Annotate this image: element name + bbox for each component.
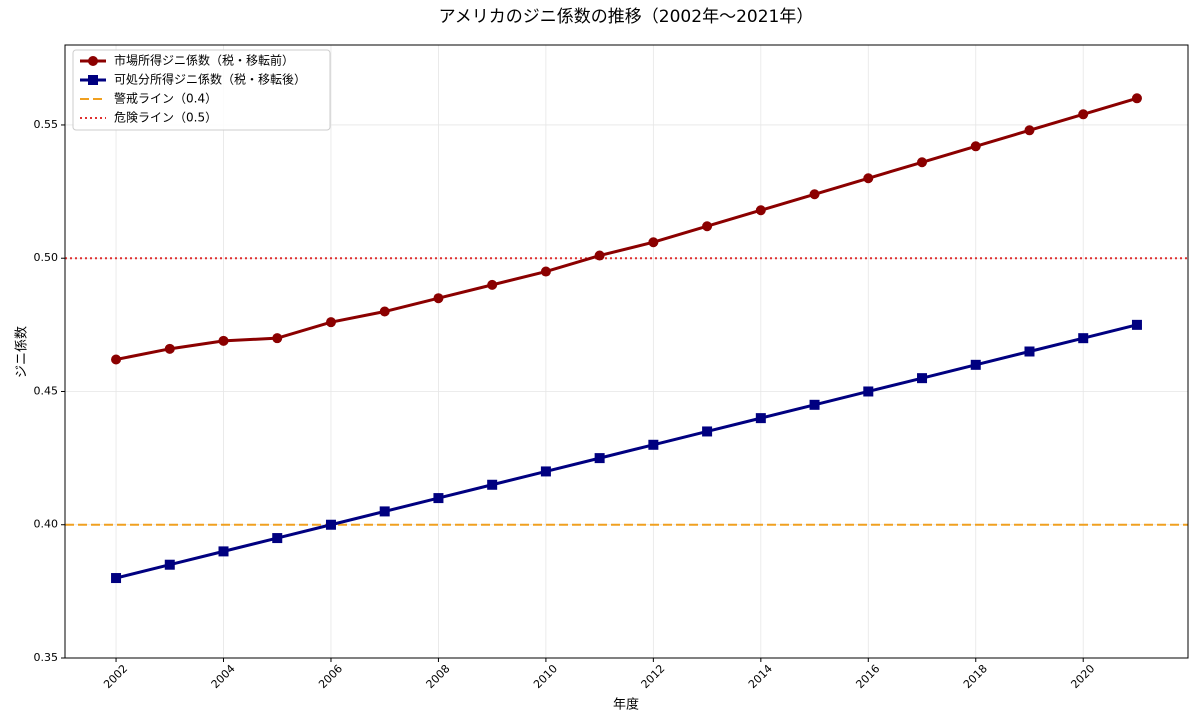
series-line: [115, 323, 1138, 580]
marker: [648, 237, 659, 248]
marker: [702, 426, 713, 437]
y-tick-label: 0.45: [34, 384, 59, 397]
marker: [272, 533, 283, 544]
marker: [218, 335, 229, 346]
x-tick-label: 2008: [424, 662, 453, 691]
marker: [755, 205, 766, 216]
marker: [487, 279, 498, 290]
marker: [218, 546, 229, 557]
x-axis-label: 年度: [613, 697, 639, 713]
legend-label: 可処分所得ジニ係数（税・移転後）: [114, 72, 306, 87]
marker: [594, 250, 605, 261]
marker: [540, 266, 551, 277]
legend-label: 警戒ライン（0.4）: [114, 91, 217, 106]
x-tick-label: 2014: [746, 662, 775, 691]
y-tick-label: 0.35: [34, 651, 59, 664]
marker: [325, 519, 336, 530]
legend-marker: [88, 56, 98, 66]
marker: [433, 293, 444, 304]
marker: [702, 221, 713, 232]
chart-title: アメリカのジニ係数の推移（2002年〜2021年）: [439, 7, 814, 27]
legend-label: 危険ライン（0.5）: [114, 111, 217, 125]
x-tick-label: 2020: [1068, 662, 1097, 691]
x-tick-label: 2016: [853, 662, 882, 691]
y-tick-label: 0.55: [34, 118, 59, 131]
marker: [1024, 346, 1035, 357]
marker: [1078, 109, 1089, 120]
series-line: [115, 96, 1138, 361]
legend-box: [72, 49, 331, 131]
marker: [648, 439, 659, 450]
marker: [325, 317, 336, 328]
y-tick-label: 0.40: [34, 518, 59, 531]
marker: [1024, 125, 1035, 136]
marker: [379, 506, 390, 517]
marker: [433, 493, 444, 504]
marker: [917, 157, 928, 168]
x-tick-label: 2010: [531, 662, 560, 691]
marker: [164, 343, 175, 354]
marker: [594, 453, 605, 464]
marker: [164, 559, 175, 570]
legend-label: 市場所得ジニ係数（税・移転前）: [114, 53, 294, 68]
marker: [863, 386, 874, 397]
x-tick-label: 2018: [961, 662, 990, 691]
marker: [379, 306, 390, 317]
x-tick-label: 2006: [316, 662, 345, 691]
marker: [111, 573, 122, 584]
marker: [1131, 319, 1142, 330]
plot-frame: [64, 44, 1189, 659]
marker: [917, 373, 928, 384]
marker: [755, 413, 766, 424]
x-tick-label: 2002: [101, 662, 130, 691]
y-tick-label: 0.50: [34, 251, 59, 264]
y-axis-label: ジニ係数: [15, 326, 30, 378]
x-tick-label: 2012: [639, 662, 668, 691]
legend-marker: [88, 75, 98, 85]
x-tick-label: 2004: [209, 662, 238, 691]
marker: [1131, 93, 1142, 104]
marker: [809, 189, 820, 200]
marker: [970, 141, 981, 152]
marker: [970, 359, 981, 370]
marker: [809, 399, 820, 410]
marker: [863, 173, 874, 184]
marker: [1078, 333, 1089, 344]
marker: [540, 466, 551, 477]
marker: [487, 479, 498, 490]
marker: [111, 354, 122, 365]
marker: [272, 333, 283, 344]
